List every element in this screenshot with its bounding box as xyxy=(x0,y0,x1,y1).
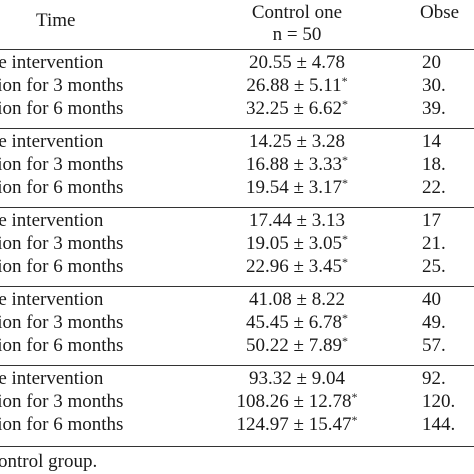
cell-control: 45.45 ± 6.78* xyxy=(222,312,372,334)
cell-control: 14.25 ± 3.28 xyxy=(222,131,372,153)
table-row: tion for 6 months 50.22 ± 7.89* 57. xyxy=(0,335,474,357)
significance-marker: * xyxy=(351,413,358,427)
cell-control-value: 108.26 ± 12.78 xyxy=(236,391,352,412)
table-row: tion for 3 months 19.05 ± 3.05* 21. xyxy=(0,233,474,255)
cell-control: 32.25 ± 6.62* xyxy=(222,98,372,120)
table-row: tion for 6 months 124.97 ± 15.47* 144. xyxy=(0,414,474,436)
table-row: re intervention 17.44 ± 3.13 17 xyxy=(0,210,474,232)
cell-control: 26.88 ± 5.11* xyxy=(222,75,372,97)
cell-time: tion for 3 months xyxy=(0,154,124,175)
cell-control-value: 45.45 ± 6.78 xyxy=(246,312,342,333)
cell-observation: 18. xyxy=(422,154,446,175)
table-row: re intervention 93.32 ± 9.04 92. xyxy=(0,368,474,390)
cell-observation: 120. xyxy=(422,391,456,412)
cell-time: tion for 3 months xyxy=(0,75,124,96)
cell-control: 41.08 ± 8.22 xyxy=(222,289,372,311)
cell-control-value: 124.97 ± 15.47 xyxy=(236,414,352,435)
group-divider xyxy=(0,286,474,287)
cell-time: re intervention xyxy=(0,210,104,231)
cell-time: tion for 6 months xyxy=(0,414,124,435)
table-row: re intervention 20.55 ± 4.78 20 xyxy=(0,52,474,74)
cell-control: 22.96 ± 3.45* xyxy=(222,256,372,278)
significance-marker: * xyxy=(341,176,348,190)
cell-time: re intervention xyxy=(0,368,104,389)
cell-control-value: 93.32 ± 9.04 xyxy=(249,368,345,389)
cell-time: re intervention xyxy=(0,131,104,152)
cell-observation: 39. xyxy=(422,98,446,119)
table-row: tion for 3 months 108.26 ± 12.78* 120. xyxy=(0,391,474,413)
cell-observation: 144. xyxy=(422,414,456,435)
bottom-rule xyxy=(0,446,474,447)
table-row: tion for 3 months 16.88 ± 3.33* 18. xyxy=(0,154,474,176)
cell-control-value: 19.05 ± 3.05 xyxy=(246,233,342,254)
cell-observation: 30. xyxy=(422,75,446,96)
cell-control-value: 50.22 ± 7.89 xyxy=(246,335,342,356)
significance-marker: * xyxy=(341,232,348,246)
header-observation-group: Obse xyxy=(420,2,460,23)
cell-control-value: 41.08 ± 8.22 xyxy=(249,289,345,310)
cell-observation: 92. xyxy=(422,368,446,389)
table-row: tion for 6 months 19.54 ± 3.17* 22. xyxy=(0,177,474,199)
cell-control-value: 19.54 ± 3.17 xyxy=(246,177,342,198)
cell-observation: 25. xyxy=(422,256,446,277)
cell-control-value: 16.88 ± 3.33 xyxy=(246,154,342,175)
table-footnote: ontrol group. xyxy=(0,451,98,472)
table-row: re intervention 41.08 ± 8.22 40 xyxy=(0,289,474,311)
table-row: tion for 6 months 32.25 ± 6.62* 39. xyxy=(0,98,474,120)
group-divider xyxy=(0,365,474,366)
cell-control: 50.22 ± 7.89* xyxy=(222,335,372,357)
header-rule xyxy=(0,49,474,50)
cell-control: 20.55 ± 4.78 xyxy=(222,52,372,74)
cell-observation: 17 xyxy=(422,210,441,231)
cell-observation: 20 xyxy=(422,52,441,73)
cell-time: tion for 6 months xyxy=(0,335,124,356)
significance-marker: * xyxy=(341,153,348,167)
cell-time: re intervention xyxy=(0,52,104,73)
cell-control: 93.32 ± 9.04 xyxy=(222,368,372,390)
significance-marker: * xyxy=(341,255,348,269)
cell-time: tion for 3 months xyxy=(0,391,124,412)
group-divider xyxy=(0,207,474,208)
cell-time: tion for 3 months xyxy=(0,312,124,333)
significance-marker: * xyxy=(341,311,348,325)
cell-control: 108.26 ± 12.78* xyxy=(222,391,372,413)
cell-control-value: 20.55 ± 4.78 xyxy=(249,52,345,73)
cell-control: 19.54 ± 3.17* xyxy=(222,177,372,199)
header-time: Time xyxy=(36,10,76,31)
table-row: tion for 3 months 26.88 ± 5.11* 30. xyxy=(0,75,474,97)
cell-time: tion for 3 months xyxy=(0,233,124,254)
significance-marker: * xyxy=(341,74,348,88)
table-row: tion for 6 months 22.96 ± 3.45* 25. xyxy=(0,256,474,278)
cell-control: 16.88 ± 3.33* xyxy=(222,154,372,176)
cell-time: tion for 6 months xyxy=(0,98,124,119)
table-row: tion for 3 months 45.45 ± 6.78* 49. xyxy=(0,312,474,334)
cell-control-value: 17.44 ± 3.13 xyxy=(249,210,345,231)
cell-time: re intervention xyxy=(0,289,104,310)
group-divider xyxy=(0,128,474,129)
cell-observation: 57. xyxy=(422,335,446,356)
header-control-group: Control one xyxy=(251,2,343,23)
cell-control-value: 26.88 ± 5.11 xyxy=(246,75,342,96)
cell-time: tion for 6 months xyxy=(0,256,124,277)
cell-time: tion for 6 months xyxy=(0,177,124,198)
cell-observation: 40 xyxy=(422,289,441,310)
significance-marker: * xyxy=(341,97,348,111)
cell-observation: 22. xyxy=(422,177,446,198)
cell-control: 17.44 ± 3.13 xyxy=(222,210,372,232)
cell-observation: 49. xyxy=(422,312,446,333)
header-control-n: n = 50 xyxy=(272,24,322,45)
cell-control-value: 32.25 ± 6.62 xyxy=(246,98,342,119)
table-row: re intervention 14.25 ± 3.28 14 xyxy=(0,131,474,153)
cell-observation: 14 xyxy=(422,131,441,152)
cell-control: 124.97 ± 15.47* xyxy=(222,414,372,436)
significance-marker: * xyxy=(341,334,348,348)
cell-control: 19.05 ± 3.05* xyxy=(222,233,372,255)
cell-observation: 21. xyxy=(422,233,446,254)
cell-control-value: 22.96 ± 3.45 xyxy=(246,256,342,277)
significance-marker: * xyxy=(351,390,358,404)
cell-control-value: 14.25 ± 3.28 xyxy=(249,131,345,152)
